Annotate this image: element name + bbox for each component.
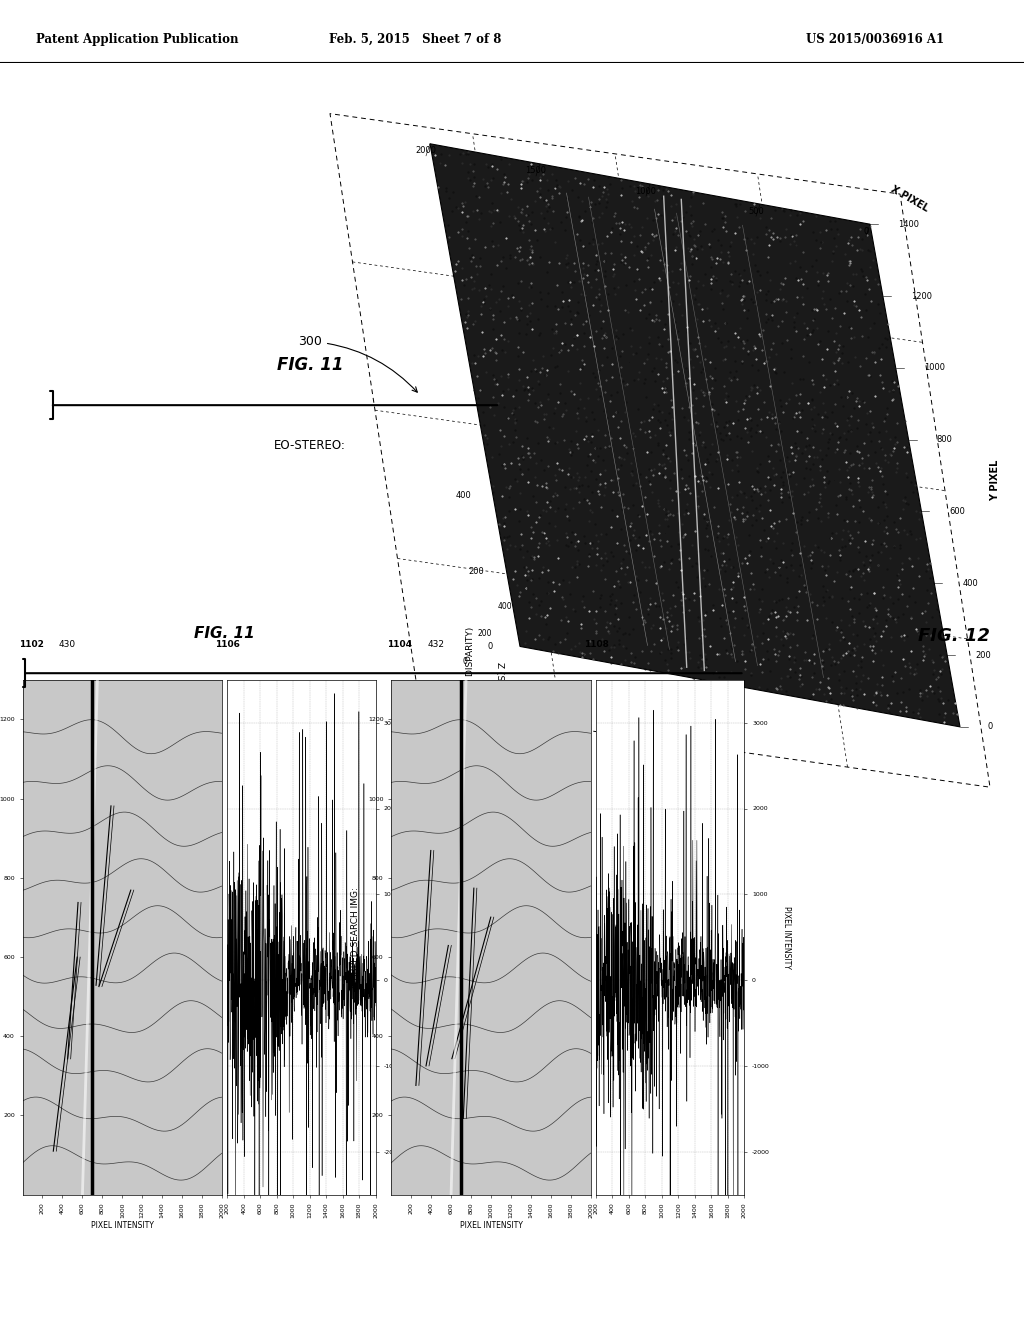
Text: 200: 200: [478, 630, 493, 639]
Text: 1500: 1500: [525, 166, 547, 176]
Text: Z (SCALED DISPARITY): Z (SCALED DISPARITY): [466, 627, 474, 727]
Text: 1200: 1200: [911, 292, 932, 301]
Text: 1104: 1104: [387, 640, 413, 649]
Y-axis label: PIXEL INTENSITY: PIXEL INTENSITY: [414, 906, 423, 969]
Text: 432: 432: [427, 640, 444, 649]
Text: 400: 400: [455, 491, 471, 500]
Text: 1000: 1000: [636, 186, 656, 195]
Text: FIG. 11: FIG. 11: [276, 356, 343, 374]
Text: 1106: 1106: [215, 640, 241, 649]
Text: 0: 0: [463, 657, 467, 667]
Text: Z (SCALED DISPARITY): Z (SCALED DISPARITY): [496, 661, 505, 762]
Text: 0: 0: [988, 722, 993, 731]
Text: WARPED SEARCH IMG:: WARPED SEARCH IMG:: [351, 887, 359, 987]
Y-axis label: PIXEL INTENSITY: PIXEL INTENSITY: [782, 906, 792, 969]
Text: 300: 300: [298, 335, 417, 392]
Text: 600: 600: [949, 507, 966, 516]
Text: Feb. 5, 2015   Sheet 7 of 8: Feb. 5, 2015 Sheet 7 of 8: [329, 33, 501, 46]
Text: 200: 200: [469, 566, 484, 576]
Text: US 2015/0036916 A1: US 2015/0036916 A1: [807, 33, 944, 46]
Text: EO-STEREO:: EO-STEREO:: [274, 438, 346, 451]
Text: 400: 400: [963, 578, 978, 587]
Text: Patent Application Publication: Patent Application Publication: [36, 33, 239, 46]
Text: Y PIXEL: Y PIXEL: [990, 459, 1000, 502]
X-axis label: PIXEL INTENSITY: PIXEL INTENSITY: [91, 1221, 154, 1230]
Text: 200: 200: [975, 651, 991, 660]
Text: 1400: 1400: [898, 219, 919, 228]
Text: 500: 500: [749, 207, 764, 215]
Text: X PIXEL: X PIXEL: [890, 185, 931, 214]
Text: 2000: 2000: [416, 147, 436, 156]
Text: 1108: 1108: [584, 640, 609, 649]
Text: 1102: 1102: [18, 640, 43, 649]
X-axis label: PIXEL INTENSITY: PIXEL INTENSITY: [460, 1221, 522, 1230]
Text: 400: 400: [498, 602, 512, 611]
Text: 800: 800: [937, 436, 952, 444]
Text: 0: 0: [487, 642, 493, 651]
Text: FIG. 12: FIG. 12: [919, 627, 990, 645]
Text: 430: 430: [58, 640, 76, 649]
Text: 1000: 1000: [924, 363, 945, 372]
Text: FIG. 11: FIG. 11: [195, 626, 255, 642]
Polygon shape: [430, 144, 961, 727]
Text: 0: 0: [863, 227, 868, 236]
